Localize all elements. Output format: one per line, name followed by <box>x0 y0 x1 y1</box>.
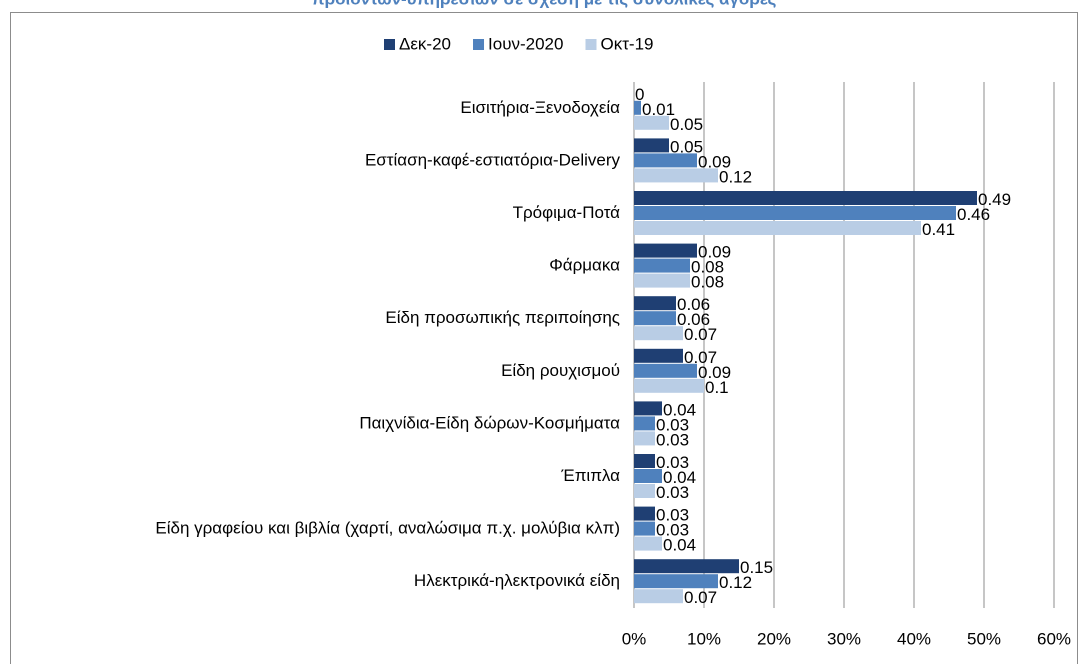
data-label: 0.08 <box>691 273 724 292</box>
y-tick-label: Είδη ρουχισμού <box>501 361 620 380</box>
data-label: 0.01 <box>642 100 675 119</box>
bar <box>634 273 690 288</box>
data-label: 0.09 <box>698 243 731 262</box>
data-label: 0.03 <box>656 506 689 525</box>
bar <box>634 431 655 446</box>
data-label: 0 <box>635 85 644 104</box>
y-tick-label: Παιχνίδια-Είδη δώρων-Κοσμήματα <box>359 413 620 432</box>
data-label: 0.03 <box>656 521 689 540</box>
data-label: 0.05 <box>670 137 703 156</box>
y-tick-label: Ηλεκτρικά-ηλεκτρονικά είδη <box>414 571 620 590</box>
x-tick-label: 40% <box>897 629 931 648</box>
data-label: 0.15 <box>740 558 773 577</box>
x-tick-label: 20% <box>757 629 791 648</box>
chart-frame <box>10 12 1078 664</box>
bar <box>634 100 641 115</box>
bar <box>634 138 669 153</box>
bar <box>634 363 697 378</box>
bar <box>634 416 655 431</box>
legend-label: Ιουν-2020 <box>488 34 563 53</box>
bar <box>634 206 956 220</box>
bar <box>634 311 676 326</box>
y-tick-label: Τρόφιμα-Ποτά <box>513 203 621 222</box>
bar <box>634 153 697 168</box>
y-tick-label: Εστίαση-καφέ-εστιατόρια-Delivery <box>365 150 621 169</box>
bar <box>634 221 921 235</box>
data-label: 0.06 <box>677 295 710 314</box>
data-label: 0.41 <box>922 220 955 239</box>
bar <box>634 243 697 258</box>
bar <box>634 589 683 604</box>
y-tick-label: Είδη προσωπικής περιποίησης <box>385 308 620 327</box>
x-tick-label: 0% <box>622 629 647 648</box>
data-label: 0.06 <box>677 310 710 329</box>
bar <box>634 296 676 311</box>
bar <box>634 559 739 574</box>
data-label: 0.46 <box>957 205 990 224</box>
y-tick-label: Εισιτήρια-Ξενοδοχεία <box>460 98 620 117</box>
x-tick-label: 60% <box>1037 629 1071 648</box>
data-label: 0.08 <box>691 258 724 277</box>
data-label: 0.12 <box>719 167 752 186</box>
bar <box>634 326 683 341</box>
data-label: 0.07 <box>684 325 717 344</box>
data-label: 0.05 <box>670 115 703 134</box>
data-label: 0.1 <box>705 378 729 397</box>
data-label: 0.03 <box>656 415 689 434</box>
bar <box>634 454 655 468</box>
x-tick-label: 10% <box>687 629 721 648</box>
legend-swatch <box>473 39 485 50</box>
data-label: 0.03 <box>656 483 689 502</box>
x-tick-label: 50% <box>967 629 1001 648</box>
bar <box>634 168 718 183</box>
legend-swatch <box>384 39 395 50</box>
bar <box>634 574 718 589</box>
data-label: 0.03 <box>656 430 689 449</box>
bar <box>634 258 690 273</box>
data-label: 0.03 <box>656 453 689 472</box>
bar <box>634 521 655 536</box>
bar <box>634 401 662 416</box>
x-tick-label: 30% <box>827 629 861 648</box>
bar <box>634 378 704 393</box>
legend-swatch <box>585 39 597 50</box>
legend-label: Δεκ-20 <box>399 34 451 53</box>
bar <box>634 484 655 498</box>
chart-title: προϊόντων-υπηρεσιών σε σχέση με τις συνο… <box>312 0 777 8</box>
data-label: 0.12 <box>719 573 752 592</box>
legend-label: Οκτ-19 <box>600 34 653 53</box>
bar <box>634 348 683 363</box>
y-tick-label: Φάρμακα <box>549 256 620 275</box>
bar <box>634 469 662 483</box>
data-label: 0.09 <box>698 363 731 382</box>
data-label: 0.04 <box>663 468 696 487</box>
y-tick-label: Είδη γραφείου και βιβλία (χαρτί, αναλώσι… <box>155 519 620 538</box>
bar <box>634 536 662 551</box>
bar <box>634 506 655 521</box>
data-label: 0.04 <box>663 400 696 419</box>
bar <box>634 115 669 130</box>
data-label: 0.07 <box>684 348 717 367</box>
data-label: 0.09 <box>698 152 731 171</box>
data-label: 0.04 <box>663 536 696 555</box>
bar <box>634 191 977 205</box>
data-label: 0.07 <box>684 588 717 607</box>
data-label: 0.49 <box>978 190 1011 209</box>
y-tick-label: Έπιπλα <box>560 466 620 485</box>
